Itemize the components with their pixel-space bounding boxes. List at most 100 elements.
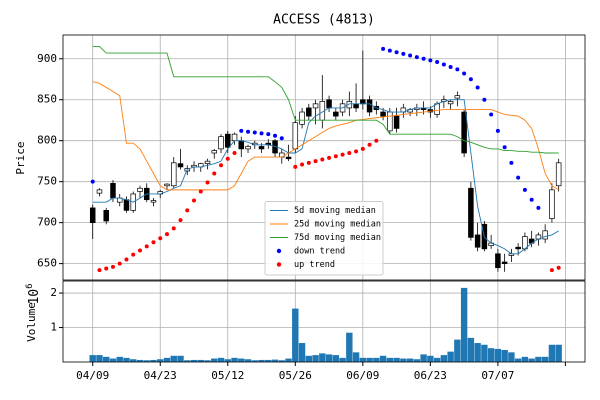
trend-dot: [333, 154, 338, 159]
trend-dot: [131, 252, 136, 257]
x-tick-label: 04/23: [144, 369, 177, 382]
volume-bar: [197, 359, 204, 362]
trend-dot: [387, 48, 392, 53]
volume-bar: [89, 355, 96, 362]
candle-body: [103, 210, 109, 222]
volume-bar: [285, 358, 292, 362]
trend-dot: [408, 53, 413, 58]
candle-body: [96, 189, 103, 194]
volume-bar: [501, 349, 508, 362]
trend-dot: [354, 149, 359, 154]
candle-body: [299, 111, 305, 125]
candle-body: [238, 140, 245, 150]
volume-bar: [211, 358, 218, 362]
offset-exponent: 6: [25, 283, 35, 288]
volume-bar: [143, 360, 150, 362]
y-tick-label: 2: [50, 286, 57, 299]
volume-bar: [278, 360, 285, 362]
volume-bar: [339, 357, 346, 362]
volume-bar: [217, 357, 225, 362]
trend-dot: [381, 46, 386, 51]
y-tick-label: 650: [37, 257, 57, 270]
volume-bar: [359, 357, 367, 362]
trend-dot: [259, 131, 264, 136]
trend-dot: [482, 97, 487, 102]
trend-dot: [137, 248, 142, 253]
legend-label: 75d moving median: [294, 233, 381, 243]
trend-dot: [104, 266, 109, 271]
trend-dot: [556, 265, 561, 270]
trend-dot: [212, 171, 217, 176]
trend-dot: [124, 257, 129, 262]
legend-swatch: [276, 248, 282, 254]
trend-dot: [205, 180, 210, 185]
candle-body: [461, 111, 467, 154]
candle-body: [292, 122, 299, 150]
trend-dot: [178, 218, 183, 223]
trend-dot: [448, 64, 453, 69]
volume-bar: [406, 358, 414, 362]
trend-dot: [225, 156, 230, 161]
volume-bar: [454, 339, 461, 362]
candle-body: [306, 107, 312, 117]
trend-dot: [509, 160, 514, 165]
volume-bar: [521, 356, 529, 362]
volume-bar: [184, 360, 191, 362]
candle-body: [177, 163, 184, 168]
volume-bar: [271, 359, 279, 362]
candle-body: [346, 101, 353, 109]
x-tick-label: 07/07: [481, 369, 514, 382]
volume-bar: [400, 358, 407, 362]
candle-body: [380, 111, 386, 117]
trend-dot: [306, 160, 311, 165]
candle-body: [204, 160, 211, 164]
x-tick-label: 06/09: [346, 369, 379, 382]
volume-bar: [204, 360, 211, 362]
volume-bar: [548, 344, 556, 362]
legend-box: [264, 201, 384, 276]
volume-bar: [433, 357, 441, 362]
volume-bar: [116, 356, 123, 362]
trend-dot: [394, 50, 399, 55]
y-tick-label: 900: [37, 52, 57, 65]
x-tick-label: 05/12: [211, 369, 244, 382]
volume-bar: [541, 356, 549, 362]
volume-bar: [555, 344, 562, 362]
candle-body: [211, 150, 218, 154]
legend-label: 25d moving median: [294, 220, 381, 230]
volume-bar: [157, 359, 164, 362]
volume-bar: [487, 348, 495, 362]
legend-label: 5d moving median: [294, 206, 376, 216]
volume-bar: [265, 359, 272, 362]
trend-dot: [164, 232, 169, 237]
trend-dot: [421, 56, 426, 61]
candle-body: [89, 207, 96, 223]
volume-bar: [123, 357, 130, 362]
trend-dot: [468, 77, 473, 82]
volume-bar: [292, 308, 299, 362]
volume-bar: [298, 343, 306, 362]
volume-bar: [420, 354, 427, 362]
y-tick-label: 850: [37, 93, 57, 106]
candle-body: [515, 246, 521, 250]
trend-dot: [489, 112, 494, 117]
trend-dot: [462, 71, 467, 76]
volume-bar: [467, 337, 475, 362]
trend-dot: [97, 268, 102, 273]
volume-bar: [244, 359, 252, 362]
y-tick-label: 700: [37, 216, 57, 229]
volume-bar: [170, 355, 177, 362]
volume-bar: [325, 354, 333, 362]
volume-bar: [238, 358, 245, 362]
trend-dot: [185, 208, 190, 213]
volume-bar: [366, 357, 373, 362]
y-tick-label: 750: [37, 175, 57, 188]
trend-dot: [198, 189, 203, 194]
volume-bar: [413, 359, 421, 362]
chart-title: ACCESS (4813): [273, 13, 375, 28]
trend-dot: [428, 58, 433, 63]
volume-bar: [177, 355, 184, 362]
trend-dot: [232, 150, 237, 155]
trend-dot: [151, 240, 156, 245]
trend-dot: [279, 136, 284, 141]
